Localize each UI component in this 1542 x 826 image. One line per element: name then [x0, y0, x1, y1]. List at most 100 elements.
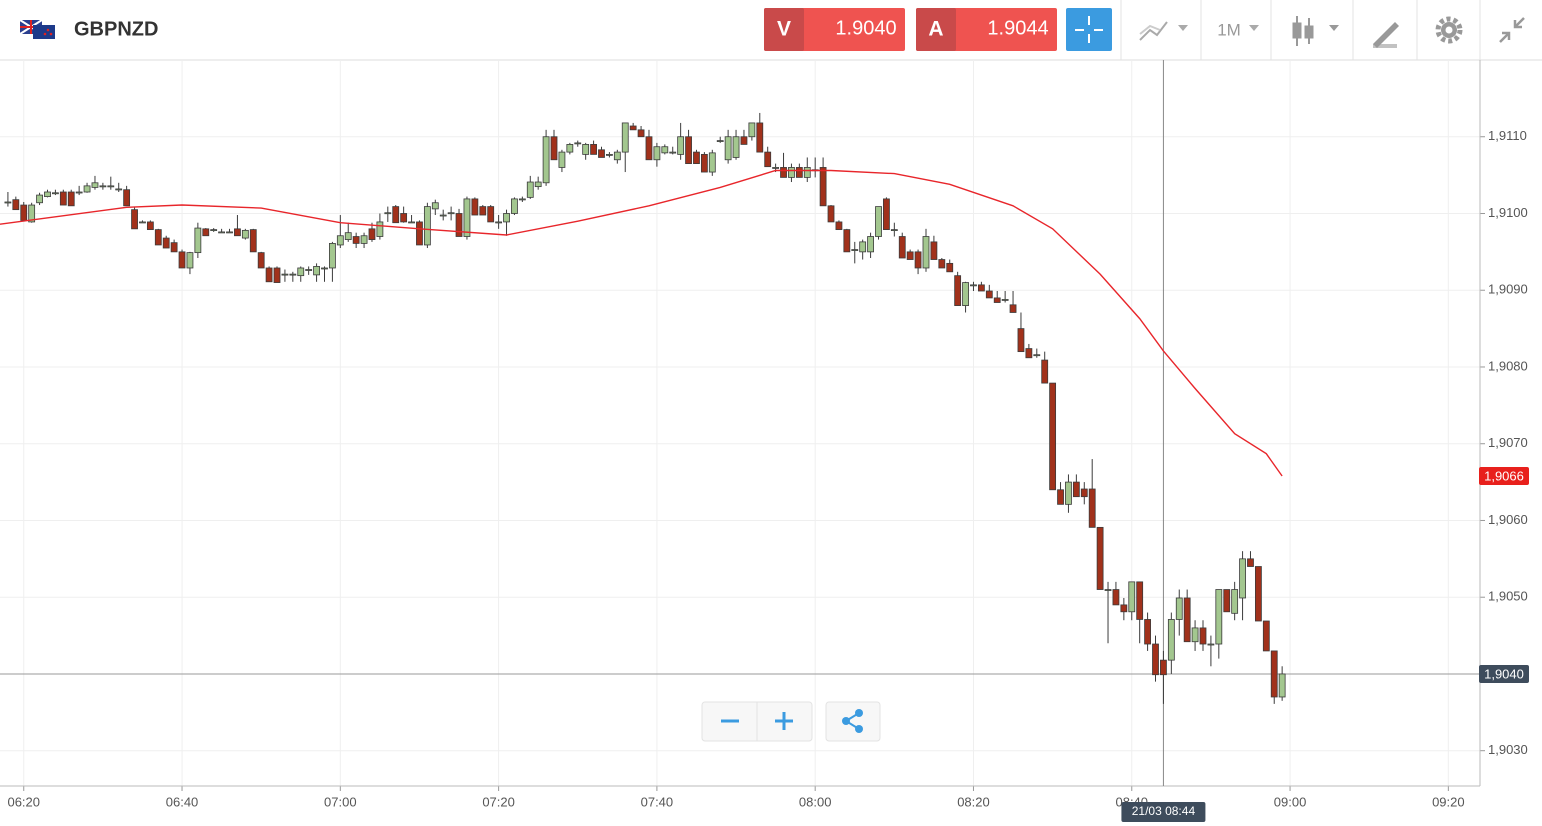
candle-body	[321, 267, 328, 270]
candle-body	[154, 229, 162, 246]
candle-body	[518, 198, 526, 201]
candle-body	[645, 136, 653, 161]
candle-body	[234, 228, 241, 237]
candle-body	[1128, 581, 1136, 613]
candle-body	[843, 229, 851, 253]
candle-body	[431, 202, 439, 210]
sell-price: 1.9040	[835, 17, 896, 39]
candle-body	[1104, 589, 1112, 591]
indicator-button[interactable]	[1139, 21, 1188, 41]
candle-body	[748, 122, 756, 138]
share-button[interactable]	[825, 701, 881, 742]
crosshair-tag	[1121, 802, 1206, 822]
buy-price: 1.9044	[987, 17, 1048, 39]
candle-body	[67, 191, 75, 207]
candle-body	[574, 142, 582, 145]
candle-body	[471, 198, 479, 216]
candle-body	[1262, 620, 1270, 652]
candle-body	[336, 235, 344, 246]
drawing-button[interactable]	[1373, 22, 1399, 48]
candle-body	[1065, 481, 1072, 505]
candle-body	[1239, 558, 1246, 599]
candle-body	[1215, 589, 1223, 645]
candle-body	[289, 273, 297, 276]
sell-button[interactable]: V 1.9040	[764, 8, 905, 51]
candle-body	[1120, 604, 1128, 613]
price-marker	[1479, 664, 1529, 683]
candle-body	[91, 182, 99, 188]
x-tick-label: 07:40	[641, 794, 674, 809]
plot: 1,9030 1,9050 1,9060 1,9070 1,9080 1,9090 1,91…	[0, 60, 1529, 822]
candle-body	[99, 185, 107, 188]
buy-button[interactable]: A 1.9044	[916, 8, 1057, 51]
candle-body	[835, 221, 843, 231]
candle-body	[12, 199, 20, 211]
crosshair-button[interactable]	[1066, 8, 1112, 51]
candle-body	[954, 275, 962, 306]
interval-button[interactable]: 1M	[1217, 20, 1241, 39]
candle-body	[1152, 643, 1159, 676]
candle-body	[313, 266, 320, 276]
candle-body	[392, 206, 400, 224]
candle-body	[1144, 619, 1151, 645]
candle-body	[827, 205, 835, 223]
candle-body	[795, 167, 803, 178]
y-tick-label: 1,9080	[1488, 358, 1528, 373]
candle-body	[75, 191, 83, 194]
y-tick-label: 1,9100	[1488, 205, 1528, 220]
candle-body	[305, 269, 313, 271]
candle-body	[883, 198, 890, 231]
collapse-button[interactable]	[1499, 17, 1525, 43]
price-marker-label: 1,9040	[1484, 666, 1524, 681]
candle-body	[1231, 589, 1239, 614]
candle-body	[186, 252, 194, 269]
candle-body	[28, 204, 36, 223]
candle-body	[930, 241, 938, 260]
candle-body	[297, 267, 305, 277]
candle-body	[534, 181, 542, 188]
candle-body	[479, 206, 487, 216]
candle-body	[1160, 659, 1167, 676]
candle-body	[1057, 489, 1064, 505]
candle-body	[400, 213, 408, 223]
candle-body	[890, 229, 898, 232]
symbol: GBPNZD	[74, 18, 158, 40]
candle-body	[629, 125, 637, 131]
candle-body	[962, 282, 969, 306]
flag	[19, 19, 55, 39]
candle-body	[273, 267, 281, 283]
candle-body	[637, 129, 645, 138]
zoom-in[interactable]	[775, 712, 793, 730]
candle-body	[1033, 354, 1041, 357]
y-tick-label: 1,9050	[1488, 589, 1528, 604]
candle-body	[1080, 488, 1088, 498]
candle-body	[550, 136, 558, 161]
candle-body	[178, 251, 186, 269]
candle-body	[526, 181, 534, 198]
candle-body	[685, 136, 692, 165]
candle-body	[194, 227, 202, 254]
candle-body	[708, 152, 716, 173]
candle-body	[677, 136, 685, 155]
candle-body	[249, 229, 257, 253]
candle-body	[1009, 304, 1017, 313]
candle-body	[1183, 597, 1191, 643]
candle-body	[1254, 566, 1262, 622]
candle-body	[756, 122, 764, 153]
candle-body	[139, 221, 146, 224]
candle-body	[1017, 328, 1025, 353]
x-tick-label: 08:20	[957, 794, 990, 809]
chart-type-button[interactable]	[1292, 16, 1339, 46]
candle-body	[487, 206, 495, 223]
candle-body	[661, 146, 669, 154]
candle-body	[977, 284, 985, 292]
candle-body	[1001, 299, 1009, 301]
candle-body	[1199, 627, 1207, 645]
candle-body	[1191, 627, 1199, 643]
candle-body	[1072, 481, 1080, 498]
candle-body	[329, 243, 336, 269]
settings-button[interactable]	[1435, 16, 1463, 44]
candle-body	[700, 153, 708, 173]
candle-body	[447, 212, 455, 215]
